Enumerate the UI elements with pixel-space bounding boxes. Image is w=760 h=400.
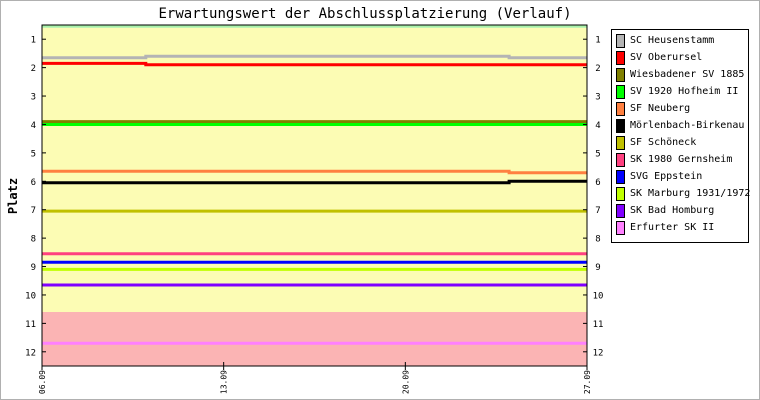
x-tick-label: 20.09 <box>401 370 410 394</box>
y-tick-label-right: 8 <box>595 235 600 245</box>
x-tick-label: 06.09 <box>38 370 47 394</box>
legend-swatch <box>616 203 625 218</box>
y-tick-label-right: 1 <box>595 36 600 46</box>
series-line-1 <box>42 54 587 60</box>
legend-swatch <box>616 135 625 150</box>
y-tick-label-right: 3 <box>595 93 600 103</box>
y-tick-label-right: 2 <box>595 64 600 74</box>
legend-item: SF Neuberg <box>616 100 690 117</box>
legend: SC Heusenstamm SV Oberursel Wiesbadener SV… <box>611 29 750 243</box>
legend-label: Erfurter SK II <box>630 222 715 233</box>
y-tick-label-left: 9 <box>31 263 36 273</box>
legend-item: SF Schöneck <box>616 134 696 151</box>
y-tick-label-right: 11 <box>593 320 604 330</box>
y-tick-label-right: 12 <box>593 348 604 358</box>
legend-swatch <box>616 84 625 99</box>
legend-item: SV Oberursel <box>616 49 702 66</box>
legend-item: SK 1980 Gernsheim <box>616 151 732 168</box>
legend-item: SV 1920 Hofheim II <box>616 83 738 100</box>
y-tick-label-left: 1 <box>31 36 36 46</box>
y-tick-label-left: 7 <box>31 206 36 216</box>
legend-swatch <box>616 220 625 235</box>
legend-swatch <box>616 101 625 116</box>
series-layer <box>42 54 587 345</box>
y-tick-label-left: 6 <box>31 178 36 188</box>
legend-swatch <box>616 67 625 82</box>
legend-label: SK 1980 Gernsheim <box>630 154 733 165</box>
y-tick-label-left: 12 <box>25 348 36 358</box>
y-tick-label-left: 5 <box>31 149 36 159</box>
legend-swatch <box>616 186 625 201</box>
x-tick-label: 27.09 <box>583 370 592 394</box>
legend-label: Mörlenbach-Birkenau <box>630 120 745 131</box>
y-tick-label-right: 9 <box>595 263 600 273</box>
series-line-6 <box>42 179 587 185</box>
legend-item: SK Marburg 1931/1972 <box>616 185 750 202</box>
series-line-2 <box>42 61 587 67</box>
legend-item: Erfurter SK II <box>616 219 714 236</box>
y-tick-label-right: 6 <box>595 178 600 188</box>
x-tick-label: 13.09 <box>220 370 229 394</box>
y-tick-label-right: 5 <box>595 149 600 159</box>
legend-item: Wiesbadener SV 1885 <box>616 66 744 83</box>
legend-label: SV Oberursel <box>630 52 703 63</box>
y-tick-label-right: 4 <box>595 121 600 131</box>
legend-label: SF Schöneck <box>630 137 697 148</box>
y-tick-label-left: 4 <box>31 121 36 131</box>
y-axis-label: Platz <box>6 178 20 214</box>
legend-label: SV 1920 Hofheim II <box>630 86 739 97</box>
zones-layer <box>42 25 587 366</box>
legend-label: SF Neuberg <box>630 103 691 114</box>
legend-label: SK Marburg 1931/1972 <box>630 188 751 199</box>
y-tick-label-left: 11 <box>25 320 36 330</box>
legend-swatch <box>616 33 625 48</box>
legend-label: Wiesbadener SV 1885 <box>630 69 745 80</box>
zone-band-1 <box>42 25 587 28</box>
legend-item: SVG Eppstein <box>616 168 702 185</box>
y-tick-label-right: 10 <box>593 291 604 301</box>
legend-item: SC Heusenstamm <box>616 32 714 49</box>
legend-swatch <box>616 118 625 133</box>
legend-swatch <box>616 50 625 65</box>
legend-item: SK Bad Homburg <box>616 202 714 219</box>
y-tick-label-left: 3 <box>31 93 36 103</box>
y-tick-label-left: 10 <box>25 291 36 301</box>
y-tick-label-right: 7 <box>595 206 600 216</box>
legend-item: Mörlenbach-Birkenau <box>616 117 744 134</box>
plot-border <box>41 24 588 367</box>
chart-title: Erwartungswert der Abschlussplatzierung … <box>158 6 571 22</box>
series-line-5 <box>42 169 587 175</box>
y-tick-label-left: 2 <box>31 64 36 74</box>
y-tick-label-left: 8 <box>31 235 36 245</box>
legend-label: SK Bad Homburg <box>630 205 715 216</box>
zone-band-3 <box>42 312 587 366</box>
legend-swatch <box>616 152 625 167</box>
legend-swatch <box>616 169 625 184</box>
legend-label: SC Heusenstamm <box>630 35 715 46</box>
legend-label: SVG Eppstein <box>630 171 703 182</box>
